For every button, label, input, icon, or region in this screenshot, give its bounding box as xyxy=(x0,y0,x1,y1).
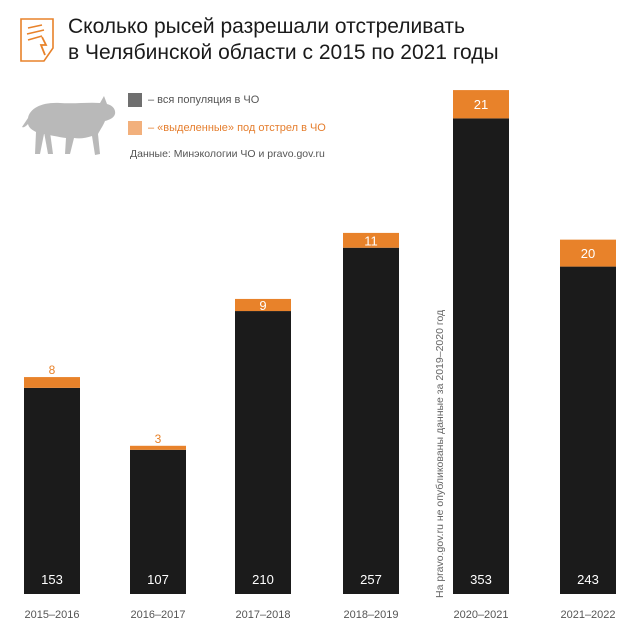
legend-population-swatch xyxy=(128,93,142,107)
title-line-1: Сколько рысей разрешали отстреливать xyxy=(68,15,465,38)
logo-icon xyxy=(20,18,54,62)
data-source: Данные: Минэкологии ЧО и pravo.gov.ru xyxy=(130,148,325,160)
value-label-allowed-4: 11 xyxy=(364,233,378,248)
x-tick-label-6: 2021–2022 xyxy=(560,609,615,621)
value-label-allowed-3: 9 xyxy=(259,298,266,313)
bar-allowed-4 xyxy=(343,232,399,248)
x-tick-label-4: 2018–2019 xyxy=(343,609,398,621)
title-line-2: в Челябинской области с 2015 по 2021 год… xyxy=(68,41,499,64)
legend-population-label: – вся популяция в ЧО xyxy=(148,94,260,106)
legend-allowed-swatch xyxy=(128,121,142,135)
legend-population: – вся популяция в ЧО xyxy=(128,92,259,108)
page-title: Сколько рысей разрешали отстреливать в Ч… xyxy=(68,14,628,66)
bar-allowed-5 xyxy=(453,90,509,119)
missing-data-note: На pravo.gov.ru не опубликованы данные з… xyxy=(434,309,446,598)
bar-population-1 xyxy=(24,387,80,594)
value-label-allowed-6: 20 xyxy=(581,246,595,261)
lynx-silhouette-icon xyxy=(22,96,116,155)
value-label-allowed-1: 8 xyxy=(49,363,56,377)
value-label-allowed-5: 21 xyxy=(474,97,488,112)
value-label-population-4: 257 xyxy=(360,572,382,587)
bar-population-2 xyxy=(130,449,186,594)
bar-population-4 xyxy=(343,247,399,594)
bar-population-6 xyxy=(560,266,616,594)
legend-allowed-label: – «выделенные» под отстрел в ЧО xyxy=(148,122,326,134)
value-label-population-6: 243 xyxy=(577,572,599,587)
x-tick-label-5: 2020–2021 xyxy=(453,609,508,621)
value-label-allowed-2: 3 xyxy=(155,432,162,446)
bar-allowed-3 xyxy=(235,298,291,312)
bar-allowed-1 xyxy=(24,377,80,388)
bar-population-5 xyxy=(453,118,509,595)
bar-population-3 xyxy=(235,311,291,594)
value-label-population-2: 107 xyxy=(147,572,169,587)
value-label-population-3: 210 xyxy=(252,572,274,587)
legend-allowed: – «выделенные» под отстрел в ЧО xyxy=(128,120,326,136)
bar-allowed-2 xyxy=(130,445,186,450)
value-label-population-1: 153 xyxy=(41,572,63,587)
x-tick-label-2: 2016–2017 xyxy=(130,609,185,621)
x-tick-label-1: 2015–2016 xyxy=(24,609,79,621)
value-label-population-5: 353 xyxy=(470,572,492,587)
bar-allowed-6 xyxy=(560,239,616,267)
x-tick-label-3: 2017–2018 xyxy=(235,609,290,621)
